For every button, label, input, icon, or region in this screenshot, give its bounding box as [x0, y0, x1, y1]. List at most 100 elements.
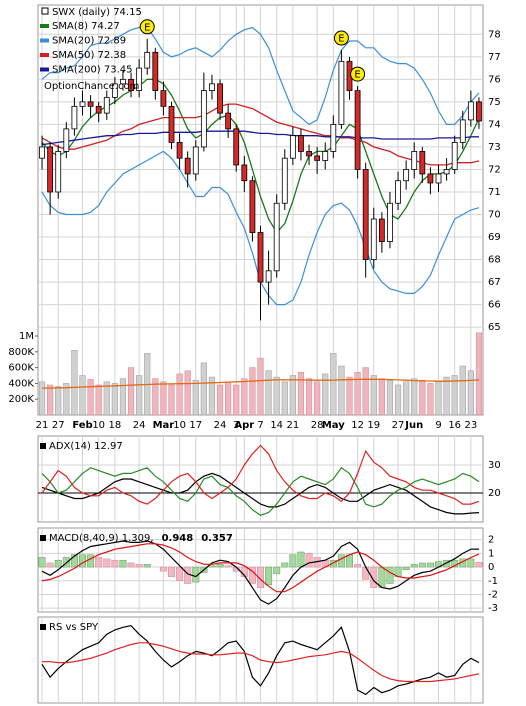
candle-body	[71, 105, 78, 130]
earnings-label: E	[144, 22, 150, 33]
candle-body	[298, 135, 304, 152]
volume-bar	[87, 379, 94, 416]
candle-body	[200, 90, 207, 148]
histogram-bar	[38, 557, 46, 568]
volume-bar	[378, 378, 385, 416]
candle-body	[184, 157, 191, 175]
volume-bar	[370, 375, 377, 416]
x-tick-label: 7	[257, 420, 263, 431]
volume-bar	[451, 375, 458, 416]
histogram-bar	[305, 553, 313, 568]
candle-body	[47, 146, 54, 193]
indicator-line	[41, 472, 480, 515]
volume-bar	[71, 349, 78, 416]
volume-bar	[47, 384, 54, 416]
candle-body	[233, 128, 240, 166]
y-tick-label: 1	[488, 548, 494, 559]
volume-bar	[273, 376, 280, 416]
volume-bar	[289, 375, 296, 416]
x-tick-label: 16	[448, 420, 461, 431]
candle-body	[144, 51, 151, 69]
volume-bar	[305, 378, 313, 416]
earnings-marker	[333, 30, 349, 46]
histogram-bar	[337, 554, 345, 568]
volume-bar	[257, 357, 264, 416]
x-tick-label: 21	[36, 420, 49, 431]
y-tick-label: 0	[488, 562, 494, 573]
candle-body	[459, 119, 466, 143]
candle-body	[136, 67, 143, 92]
x-tick-label: 17	[189, 420, 202, 431]
volume-bar	[249, 367, 256, 416]
candle-body	[95, 105, 102, 114]
x-tick-label: Apr	[234, 420, 254, 431]
volume-bar	[95, 384, 102, 416]
histogram-bar	[386, 566, 394, 584]
volume-tick-label: 400K	[8, 378, 34, 389]
x-tick-label: 18	[108, 420, 121, 431]
candle-body	[249, 180, 256, 233]
earnings-label: E	[354, 70, 360, 81]
volume-bar	[346, 376, 353, 416]
legend-swatch	[41, 7, 49, 15]
volume-bar	[216, 384, 224, 416]
volume-bar	[160, 381, 167, 416]
histogram-bar	[475, 561, 483, 568]
x-tick-label: 24	[133, 420, 146, 431]
volume-bar	[127, 367, 135, 416]
y-tick-label: 20	[488, 488, 501, 499]
volume-bar	[443, 376, 450, 416]
legend-label: 0.357	[201, 533, 233, 544]
x-tick-label: 27	[52, 420, 65, 431]
x-tick-label: Feb	[72, 420, 92, 431]
volume-bar	[176, 373, 183, 416]
histogram-bar	[95, 557, 103, 568]
volume-bar	[136, 375, 143, 416]
watermark: OptionChance.com	[44, 81, 139, 92]
volume-bar	[419, 379, 426, 416]
histogram-bar	[257, 566, 264, 588]
x-tick-label: 10	[173, 420, 186, 431]
x-tick-label: 24	[214, 420, 227, 431]
x-tick-label: 14	[270, 420, 283, 431]
x-tick-label: 21	[286, 420, 299, 431]
y-tick-label: -3	[488, 603, 498, 614]
volume-bar	[200, 362, 207, 416]
volume-bar	[184, 370, 191, 416]
legend-swatch	[40, 624, 46, 630]
histogram-bar	[467, 558, 475, 568]
y-tick-label: 69	[488, 232, 501, 243]
volume-bar	[338, 365, 345, 416]
volume-bar	[168, 384, 175, 416]
histogram-bar	[79, 554, 86, 568]
volume-bar	[38, 381, 46, 416]
histogram-bar	[378, 566, 386, 588]
histogram-bar	[362, 566, 370, 580]
histogram-bar	[265, 566, 273, 586]
candle-body	[87, 101, 94, 107]
volume-bar	[322, 373, 329, 416]
histogram-bar	[143, 564, 151, 568]
legend-label: SMA(50) 72.38	[52, 50, 126, 61]
histogram-bar	[208, 565, 216, 568]
volume-bar	[241, 378, 248, 416]
indicator-line	[41, 444, 480, 505]
histogram-bar	[54, 559, 62, 568]
x-tick-label: 28	[311, 420, 324, 431]
volume-bar	[467, 370, 474, 416]
volume-bar	[55, 386, 62, 416]
volume-bar	[103, 381, 110, 416]
candle-body	[427, 173, 434, 184]
volume-bar	[386, 379, 394, 416]
indicator-line	[41, 466, 480, 516]
earnings-marker	[139, 19, 155, 35]
histogram-bar	[370, 566, 378, 588]
candle-body	[176, 142, 183, 159]
candle-body	[160, 90, 167, 107]
histogram-bar	[159, 566, 167, 572]
y-tick-label: 77	[488, 52, 501, 63]
x-tick-label: 19	[367, 420, 380, 431]
histogram-bar	[127, 562, 135, 568]
histogram-bar	[87, 554, 95, 568]
